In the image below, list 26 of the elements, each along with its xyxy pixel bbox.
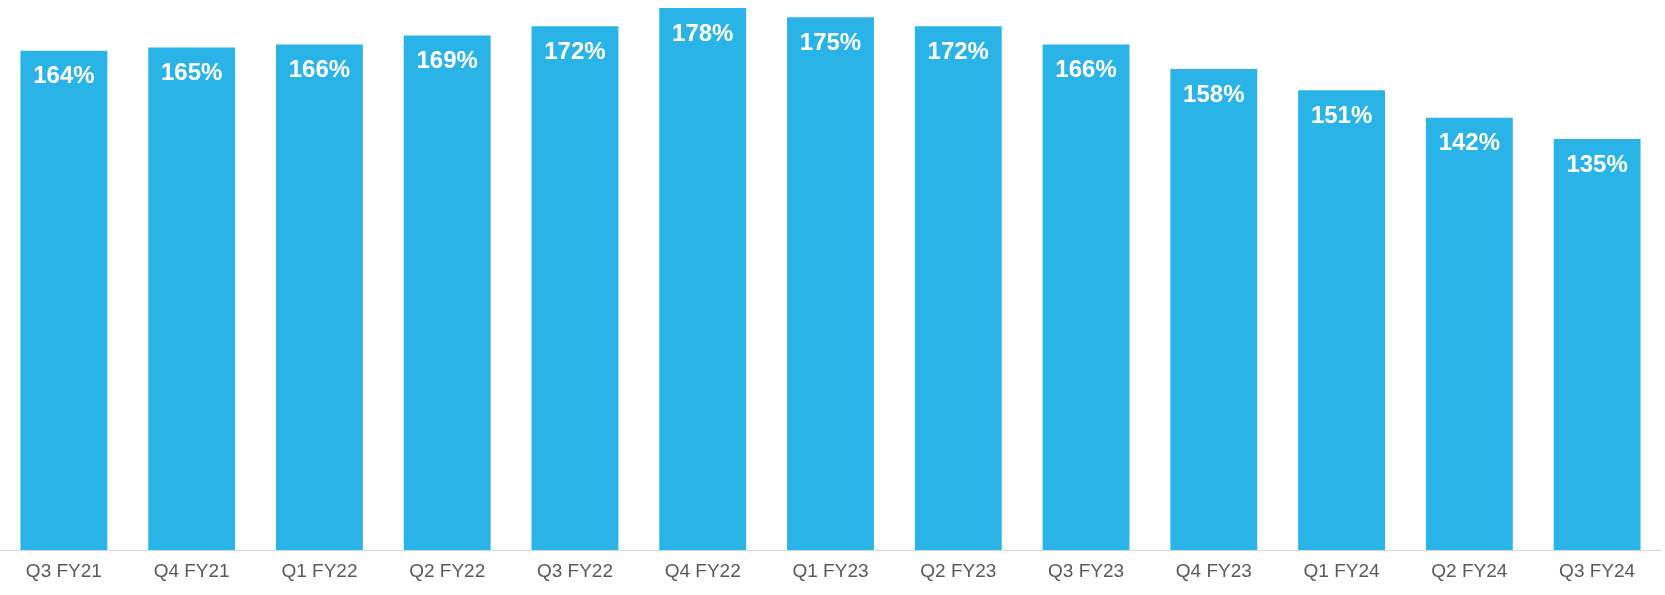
data-label: 178% [672,18,734,46]
data-label: 169% [416,46,478,74]
data-label: 172% [927,36,989,64]
x-tick-label: Q1 FY22 [281,559,358,581]
x-tick-label: Q3 FY23 [1048,559,1125,581]
x-tick-label: Q4 FY21 [153,559,230,581]
data-label: 164% [33,61,95,89]
x-tick-label: Q1 FY24 [1303,559,1381,581]
x-tick-label: Q4 FY23 [1175,559,1252,581]
data-label: 158% [1183,79,1245,107]
data-label: 172% [544,36,606,64]
data-label: 166% [1055,55,1117,83]
x-tick-label: Q1 FY23 [792,559,869,581]
data-label: 165% [160,58,223,86]
x-tick-label: Q3 FY22 [536,559,613,581]
x-tick-label: Q4 FY22 [664,559,741,581]
x-tick-label: Q3 FY21 [25,559,102,581]
data-label: 135% [1566,149,1628,177]
data-label: 151% [1310,100,1373,128]
data-label: 166% [288,55,351,83]
data-label: 175% [799,27,862,55]
x-tick-label: Q2 FY22 [409,559,486,581]
x-tick-label: Q3 FY24 [1559,559,1636,581]
data-label: 142% [1438,128,1501,156]
x-tick-label: Q2 FY24 [1431,559,1508,581]
x-tick-label: Q2 FY23 [920,559,997,581]
